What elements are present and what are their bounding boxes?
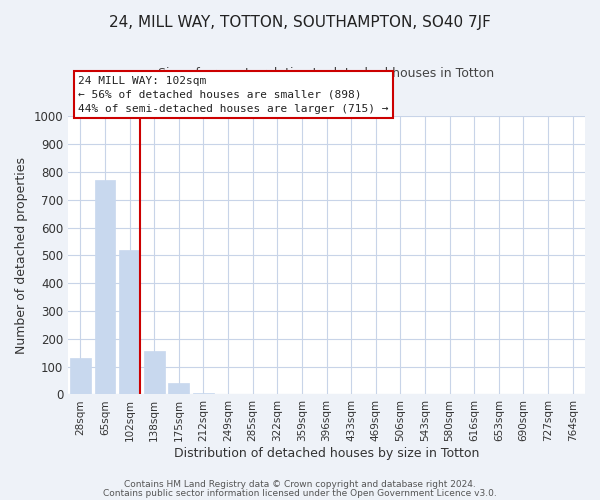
Bar <box>119 250 140 394</box>
Text: 24, MILL WAY, TOTTON, SOUTHAMPTON, SO40 7JF: 24, MILL WAY, TOTTON, SOUTHAMPTON, SO40 … <box>109 15 491 30</box>
Bar <box>95 180 115 394</box>
Bar <box>169 384 189 394</box>
Title: Size of property relative to detached houses in Totton: Size of property relative to detached ho… <box>158 68 494 80</box>
Text: Contains public sector information licensed under the Open Government Licence v3: Contains public sector information licen… <box>103 488 497 498</box>
X-axis label: Distribution of detached houses by size in Totton: Distribution of detached houses by size … <box>174 447 479 460</box>
Bar <box>144 352 164 395</box>
Text: Contains HM Land Registry data © Crown copyright and database right 2024.: Contains HM Land Registry data © Crown c… <box>124 480 476 489</box>
Bar <box>70 358 91 394</box>
Bar <box>193 393 214 394</box>
Y-axis label: Number of detached properties: Number of detached properties <box>15 157 28 354</box>
Text: 24 MILL WAY: 102sqm
← 56% of detached houses are smaller (898)
44% of semi-detac: 24 MILL WAY: 102sqm ← 56% of detached ho… <box>79 76 389 114</box>
